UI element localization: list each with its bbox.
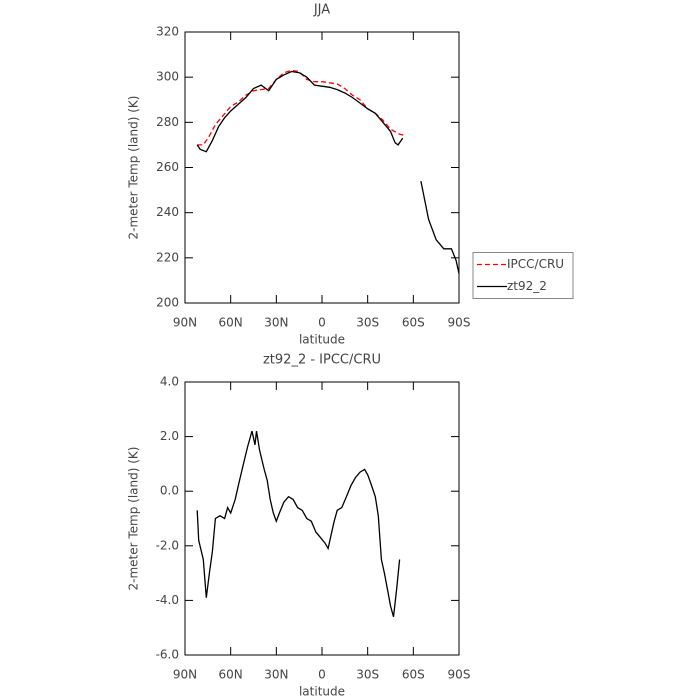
x-tick-label: 30N	[264, 316, 288, 330]
series-line	[196, 430, 401, 617]
plot-frame	[184, 381, 460, 656]
x-tick-label: 60N	[219, 668, 243, 682]
x-tick-label: 90S	[448, 316, 471, 330]
x-axis-label: latitude	[299, 333, 345, 347]
y-tick-label: 320	[156, 25, 179, 39]
y-tick-label: 2.0	[160, 429, 179, 443]
y-tick-label: 220	[156, 250, 179, 264]
chart-title: JJA	[313, 3, 330, 18]
x-tick-label: 90N	[173, 668, 197, 682]
series-line	[196, 70, 460, 274]
y-tick-label: 300	[156, 70, 179, 84]
y-axis-label: 2-meter Temp (land) (K)	[127, 447, 141, 591]
y-tick-label: -6.0	[156, 648, 179, 662]
y-axis-label: 2-meter Temp (land) (K)	[127, 96, 141, 240]
x-tick-label: 30S	[356, 668, 379, 682]
plot-frame	[184, 31, 460, 304]
x-tick-label: 30S	[356, 316, 379, 330]
chart-title: zt92_2 - IPCC/CRU	[263, 353, 381, 368]
y-tick-label: 0.0	[160, 484, 179, 498]
x-tick-label: 60N	[219, 316, 243, 330]
y-tick-label: -2.0	[156, 538, 179, 552]
y-tick-label: 200	[156, 296, 179, 310]
x-tick-label: 0	[318, 316, 326, 330]
x-tick-label: 90N	[173, 316, 197, 330]
x-tick-label: 0	[318, 668, 326, 682]
y-tick-label: 280	[156, 115, 179, 129]
y-tick-label: -4.0	[156, 593, 179, 607]
series-line	[197, 69, 406, 146]
y-tick-label: 4.0	[160, 375, 179, 389]
x-axis-label: latitude	[299, 685, 345, 699]
x-tick-label: 60S	[402, 316, 425, 330]
legend-label: zt92_2	[507, 279, 547, 293]
y-tick-label: 260	[156, 160, 179, 174]
legend-label: IPCC/CRU	[507, 257, 564, 271]
x-tick-label: 90S	[448, 668, 471, 682]
y-tick-label: 240	[156, 205, 179, 219]
legend-box	[472, 252, 574, 299]
x-tick-label: 30N	[264, 668, 288, 682]
x-tick-label: 60S	[402, 668, 425, 682]
